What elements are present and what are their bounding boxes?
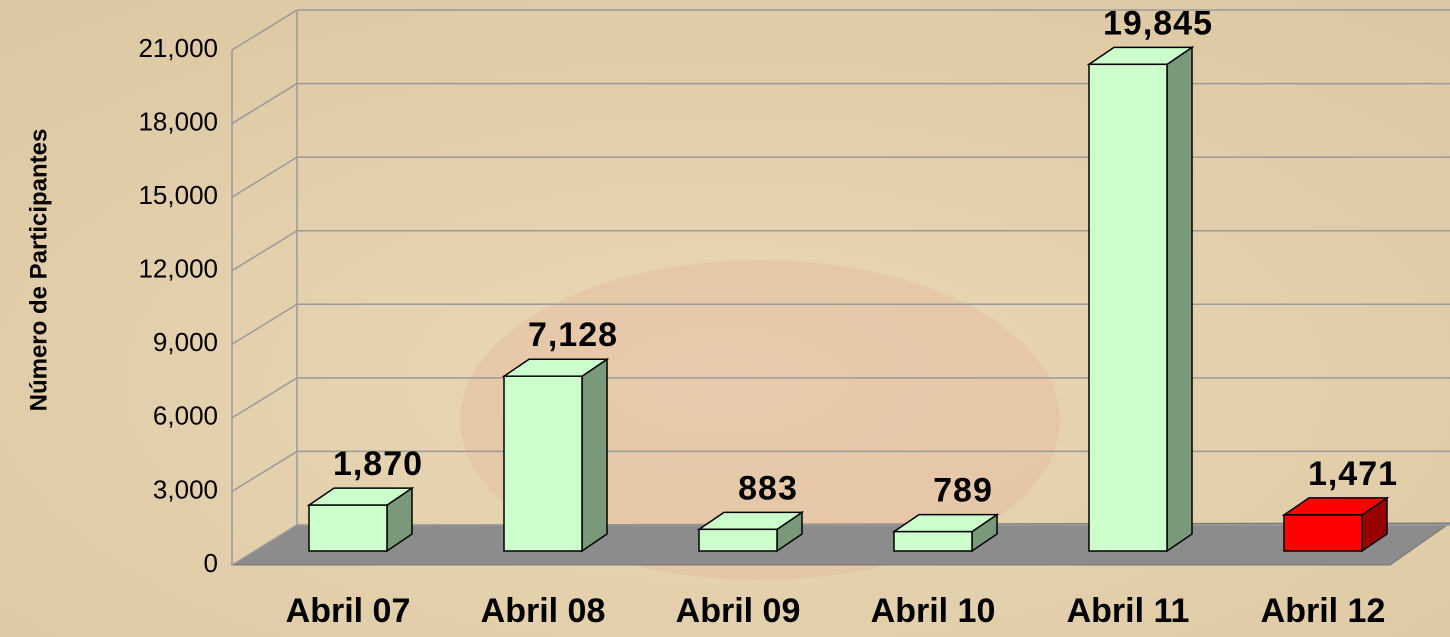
x-tick-label: Abril 11 [1067,592,1190,630]
grid-line [231,9,298,51]
x-tick-label: Abril 09 [676,592,801,630]
floor [230,522,1450,566]
grid-line [231,303,298,345]
x-tick-label: Abril 12 [1261,592,1386,630]
x-tick-label: Abril 10 [871,592,996,630]
bar-side [1166,45,1193,553]
y-tick-label: 15,000 [138,180,218,210]
bar [696,510,805,553]
value-label: 1,471 [1308,455,1398,493]
bar-front [1283,514,1363,552]
y-tick-label: 12,000 [138,254,218,284]
bar [501,357,610,553]
value-label: 789 [933,472,993,510]
y-axis-label: Número de Participantes [25,129,52,412]
bar [306,486,415,553]
x-tick-label: Abril 08 [481,592,606,630]
value-label: 1,870 [333,445,423,483]
watermark-glow [460,260,1060,580]
grid-line [231,156,298,198]
value-label: 19,845 [1103,4,1213,42]
bar-front [893,530,973,552]
grid-line [231,230,298,272]
bar [1086,45,1195,553]
bar-side [581,357,608,553]
grid-line [231,450,298,493]
y-tick-label: 9,000 [153,327,218,357]
value-label: 7,128 [528,316,618,354]
grid-line [231,82,298,125]
bar-front [698,528,778,552]
y-tick-label: 6,000 [153,401,218,431]
y-tick-label: 3,000 [153,474,218,504]
y-tick-label: 21,000 [138,33,218,63]
bar-front [503,375,583,552]
y-tick-label: 0 [204,548,218,578]
bar-front [1088,63,1168,552]
bar [891,513,1000,553]
y-tick-label: 18,000 [138,106,218,136]
bar-front [308,504,388,552]
value-label: 883 [738,469,798,507]
grid-line [231,524,298,566]
bar [1281,496,1390,553]
grid-line [231,377,298,419]
x-tick-label: Abril 07 [286,592,411,630]
